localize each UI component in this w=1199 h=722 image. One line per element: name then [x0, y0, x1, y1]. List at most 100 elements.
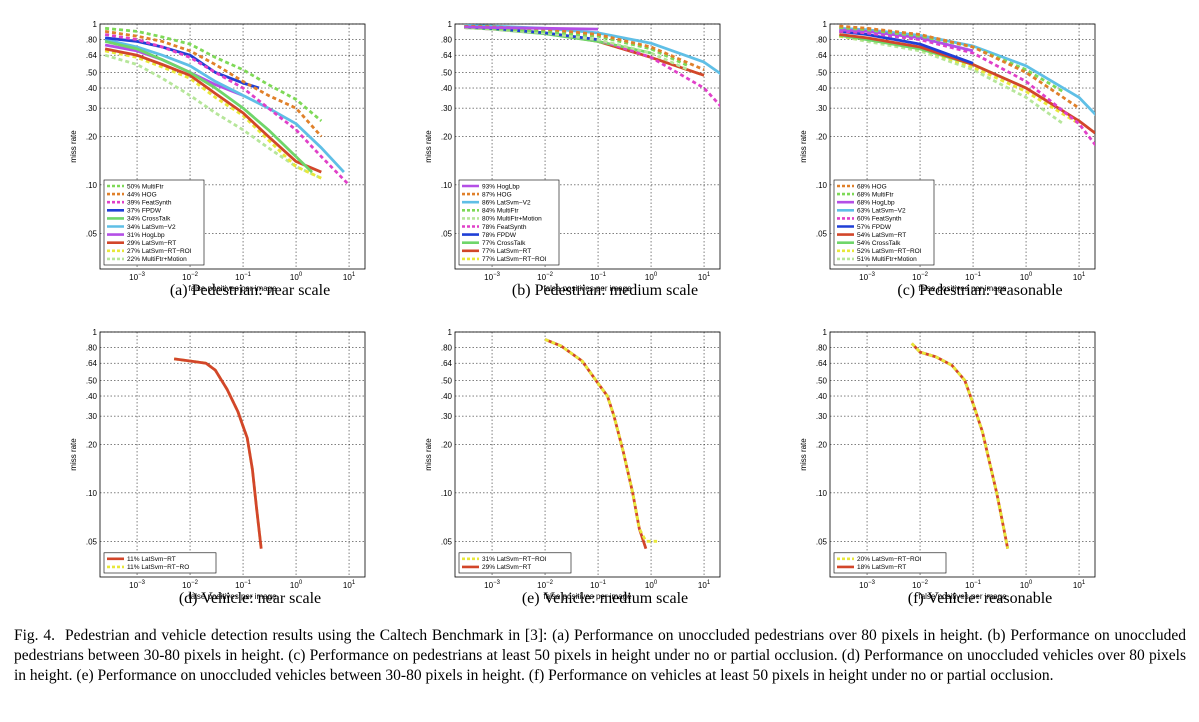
legend-entry: 37% FPDW — [127, 208, 162, 215]
y-tick-label: .64 — [816, 51, 828, 60]
y-tick-label: .05 — [816, 537, 828, 546]
series-line — [544, 338, 658, 543]
subplot-e: 1 .80 .64 .50 .40 .30 .20 .10 .05 10−3 10−2 10−1 100… — [415, 318, 795, 623]
y-tick-label: 1 — [448, 328, 453, 337]
x-tick-label: 10−1 — [965, 580, 981, 590]
legend-entry: 51% MultiFtr+Motion — [857, 256, 917, 263]
series-line — [464, 24, 720, 76]
y-tick-label: .50 — [441, 68, 453, 77]
legend-box — [103, 179, 205, 266]
plot-area-c: 1 .80 .64 .50 .40 .30 .20 .10 .05 10−3 10−2 10−1 100… — [799, 20, 1096, 293]
y-tick-label: .30 — [441, 412, 453, 421]
legend-entry: 57% FPDW — [857, 224, 892, 231]
y-tick-label: .30 — [86, 104, 98, 113]
x-tick-label: 101 — [698, 580, 711, 590]
plot-area-a: 1 .80 .64 .50 .40 .30 .20 .10 .05 10−3 10−2 10−1 100… — [69, 20, 366, 293]
y-tick-label: 1 — [448, 20, 453, 29]
legend-entry: 78% FeatSynth — [482, 224, 527, 231]
legend-entry: 77% LatSvm−RT — [482, 248, 531, 255]
series-line — [839, 34, 1064, 125]
y-tick-label: 1 — [823, 20, 828, 29]
subcaption-f: (f) Vehicle: reasonable — [907, 590, 1053, 607]
x-tick-label: 10−3 — [859, 272, 875, 282]
legend-entry: 54% CrossTalk — [857, 240, 901, 247]
y-tick-label: .80 — [86, 36, 98, 45]
plot-area-f: 1 .80 .64 .50 .40 .30 .20 .10 .05 10−3 10−2 10−1 100… — [799, 328, 1096, 601]
plot-frame — [829, 331, 1096, 578]
x-tick-label: 10−3 — [129, 272, 145, 282]
x-tick-label: 10−2 — [182, 272, 198, 282]
legend-entry: 34% LatSvm−V2 — [127, 224, 176, 231]
plot-area-b: 1 .80 .64 .50 .40 .30 .20 .10 .05 10−3 10−2 10−1 100… — [424, 20, 721, 293]
x-tick-label: 10−3 — [129, 580, 145, 590]
y-tick-label: .64 — [86, 51, 98, 60]
y-tick-label: .30 — [816, 104, 828, 113]
x-axis-label: false positives per image — [188, 592, 277, 601]
legend-entry: 77% LatSvm−RT−ROI — [482, 256, 547, 263]
series-line — [104, 26, 323, 122]
y-tick-label: .20 — [86, 440, 98, 449]
y-tick-label: .10 — [86, 181, 98, 190]
subplot-c: 1 .80 .64 .50 .40 .30 .20 .10 .05 10−3 10−2 10−1 100… — [790, 10, 1170, 315]
x-tick-label: 10−1 — [590, 580, 606, 590]
y-axis-label: miss rate — [424, 130, 433, 163]
legend-box — [833, 179, 935, 266]
x-tick-label: 101 — [698, 272, 711, 282]
series-line — [173, 357, 263, 549]
legend-entry: 68% HOG — [857, 183, 887, 190]
y-tick-label: .80 — [816, 36, 828, 45]
y-tick-label: .20 — [86, 132, 98, 141]
legend-entry: 29% LatSvm−RT — [127, 240, 176, 247]
legend-entry: 29% LatSvm−RT — [482, 564, 531, 571]
y-tick-label: .10 — [86, 489, 98, 498]
legend-entry: 78% FPDW — [482, 232, 517, 239]
series-line — [910, 342, 1010, 549]
y-tick-label: .80 — [86, 344, 98, 353]
x-tick-label: 10−3 — [859, 580, 875, 590]
y-tick-label: .64 — [441, 51, 453, 60]
y-tick-label: .80 — [441, 36, 453, 45]
y-tick-label: .30 — [816, 412, 828, 421]
x-axis-label: false positives per image — [188, 284, 277, 293]
series-line — [839, 28, 974, 53]
y-tick-label: .80 — [816, 344, 828, 353]
figure-caption: Fig. 4. Pedestrian and vehicle detection … — [14, 626, 1186, 686]
y-axis-label: miss rate — [799, 130, 808, 163]
x-tick-label: 101 — [343, 580, 356, 590]
legend-entry: 39% FeatSynth — [127, 200, 172, 207]
y-tick-label: 1 — [823, 328, 828, 337]
legend-entry: 60% FeatSynth — [857, 216, 902, 223]
subplot-a: 1 .80 .64 .50 .40 .30 .20 .10 .05 10−3 10−2 10−1 100… — [60, 10, 440, 315]
figure-caption-text: Pedestrian and vehicle detection results… — [14, 627, 1186, 684]
y-tick-label: .64 — [86, 359, 98, 368]
y-tick-label: .05 — [441, 229, 453, 238]
y-tick-label: .05 — [816, 229, 828, 238]
y-tick-label: .10 — [816, 489, 828, 498]
x-tick-label: 10−1 — [235, 272, 251, 282]
legend-entry: 20% LatSvm−RT−ROI — [857, 556, 922, 563]
plot-area-d: 1 .80 .64 .50 .40 .30 .20 .10 .05 10−3 10−2 10−1 100… — [69, 328, 366, 601]
x-tick-label: 10−3 — [484, 272, 500, 282]
y-axis-label: miss rate — [69, 130, 78, 163]
legend-entry: 31% LatSvm−RT−ROI — [482, 556, 547, 563]
y-tick-label: .10 — [816, 181, 828, 190]
series-line — [104, 49, 322, 180]
figure-caption-label: Fig. 4. — [14, 627, 55, 644]
y-axis-label: miss rate — [799, 438, 808, 471]
y-tick-label: .64 — [816, 359, 828, 368]
y-tick-label: .40 — [816, 392, 828, 401]
y-tick-label: .20 — [441, 440, 453, 449]
y-tick-label: .05 — [441, 537, 453, 546]
legend-entry: 34% CrossTalk — [127, 216, 171, 223]
x-tick-label: 100 — [1020, 272, 1033, 282]
legend-box — [833, 552, 947, 574]
series-line — [839, 30, 974, 65]
series-line — [839, 24, 1080, 110]
x-tick-label: 101 — [1073, 580, 1086, 590]
series-line — [104, 53, 322, 180]
y-tick-label: .50 — [441, 376, 453, 385]
subplot-b: 1 .80 .64 .50 .40 .30 .20 .10 .05 10−3 10−2 10−1 100… — [415, 10, 795, 315]
y-tick-label: .05 — [86, 537, 98, 546]
x-tick-label: 100 — [290, 580, 303, 590]
